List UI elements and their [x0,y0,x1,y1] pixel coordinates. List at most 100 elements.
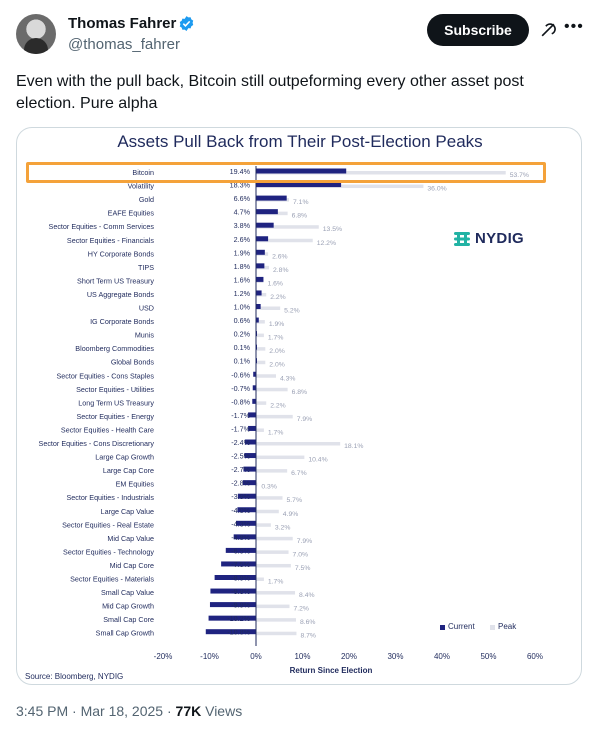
peak-value-label: 2.6% [272,253,288,260]
peak-bar [256,442,341,446]
peak-bar [256,536,293,541]
grok-icon[interactable] [538,20,558,40]
avatar[interactable] [16,14,56,54]
peak-bar [256,238,313,243]
x-tick-label: -20% [154,652,173,661]
tweet-media-chart[interactable]: Assets Pull Back from Their Post-Electio… [16,127,582,685]
current-bar [253,371,256,377]
category-label: Mid Cap Growth [102,602,154,611]
peak-value-label: 4.3% [280,375,296,382]
peak-bar [256,360,266,365]
peak-bar [256,414,293,419]
category-label: Large Cap Core [103,466,154,475]
subscribe-button[interactable]: Subscribe [427,14,529,46]
current-bar [244,439,256,445]
current-bar [256,317,259,323]
peak-bar [256,577,264,581]
current-value-label: -3.9% [231,492,250,501]
bar-chart: Bitcoin 19.4% 53.7% Volatility 18.3% 36.0% Gol… [39,166,543,661]
peak-value-label: 2.8% [273,267,289,274]
current-bar [256,195,287,201]
current-bar [256,249,265,255]
category-label: Small Cap Value [101,588,154,597]
peak-value-label: 53.7% [510,172,529,179]
x-tick-label: 60% [527,652,543,661]
peak-value-label: 8.7% [300,633,316,640]
peak-bar [256,225,319,229]
peak-bar [256,550,289,554]
views-label: Views [201,703,243,719]
peak-bar [256,347,266,351]
legend-swatch-peak [490,625,495,630]
current-value-label: -4.8% [231,533,250,542]
current-value-label: 1.8% [234,262,251,271]
highlight-box [26,162,546,183]
category-label: Long Term US Treasury [78,398,154,407]
current-bar [237,507,256,513]
more-icon[interactable]: ••• [564,18,584,35]
current-value-label: -2.4% [231,438,250,447]
tweet-text: Even with the pull back, Bitcoin still o… [16,73,524,112]
current-value-label: -4.3% [231,519,250,528]
current-value-label: -2.7% [231,465,250,474]
peak-bar [256,401,267,405]
peak-bar [256,306,281,310]
peak-bar [256,374,276,378]
current-value-label: -10.2% [227,614,250,623]
current-value-label: -7.5% [231,560,250,569]
current-value-label: -2.8% [231,479,250,488]
category-label: Mid Cap Value [107,534,154,543]
current-value-label: 2.6% [234,235,251,244]
nydig-logo-text: NYDIG [475,230,525,247]
chart-title: Assets Pull Back from Their Post-Electio… [117,132,483,151]
peak-value-label: 7.5% [295,565,311,572]
peak-value-label: 10.4% [308,457,327,464]
chart-legend: Current Peak [438,621,558,635]
category-label: Volatility [128,182,155,191]
current-bar [205,629,256,635]
peak-value-label: 1.7% [268,335,284,342]
author-name[interactable]: Thomas Fahrer [68,15,177,32]
chart-source: Source: Bloomberg, NYDIG [25,672,124,681]
current-bar [256,236,269,242]
peak-bar [256,591,296,595]
category-label: Sector Equities - Financials [67,236,154,245]
author-handle[interactable]: @thomas_fahrer [68,36,180,53]
current-value-label: -0.7% [231,384,250,393]
tweet-footer: 3:45 PM · Mar 18, 2025 · 77K Views [16,703,242,719]
peak-value-label: 13.5% [323,226,342,233]
peak-bar [256,333,264,338]
peak-bar [256,563,291,568]
peak-value-label: 0.3% [261,484,277,491]
current-value-label: 3.8% [234,221,251,230]
category-label: TIPS [138,263,154,272]
current-bar [208,615,256,621]
peak-value-label: 7.9% [297,538,313,545]
category-label: Short Term US Treasury [77,276,154,285]
views-count: 77K [175,703,202,719]
peak-bar [256,469,288,473]
category-label: EM Equities [116,480,155,489]
peak-bar [256,387,288,392]
current-bar [221,561,256,567]
peak-value-label: 1.9% [269,321,285,328]
current-value-label: -1.7% [231,411,250,420]
peak-value-label: 1.6% [267,280,283,287]
current-value-label: -2.5% [231,452,250,461]
current-bar [252,385,256,391]
peak-value-label: 5.7% [287,497,303,504]
peak-bar [256,496,283,500]
legend-swatch-current [440,625,445,630]
category-label: Sector Equities - Energy [76,412,154,421]
current-bar [256,290,262,296]
category-label: US Aggregate Bonds [87,290,155,299]
current-value-label: 6.6% [234,194,251,203]
current-bar [209,602,256,608]
current-bar [256,168,347,174]
peak-value-label: 8.6% [300,619,316,626]
tweet-timestamp[interactable]: 3:45 PM · Mar 18, 2025 · [16,703,176,719]
peak-value-label: 2.0% [269,362,285,369]
current-value-label: 0.2% [234,330,251,339]
category-label: HY Corporate Bonds [88,249,155,258]
current-bar [225,547,256,553]
